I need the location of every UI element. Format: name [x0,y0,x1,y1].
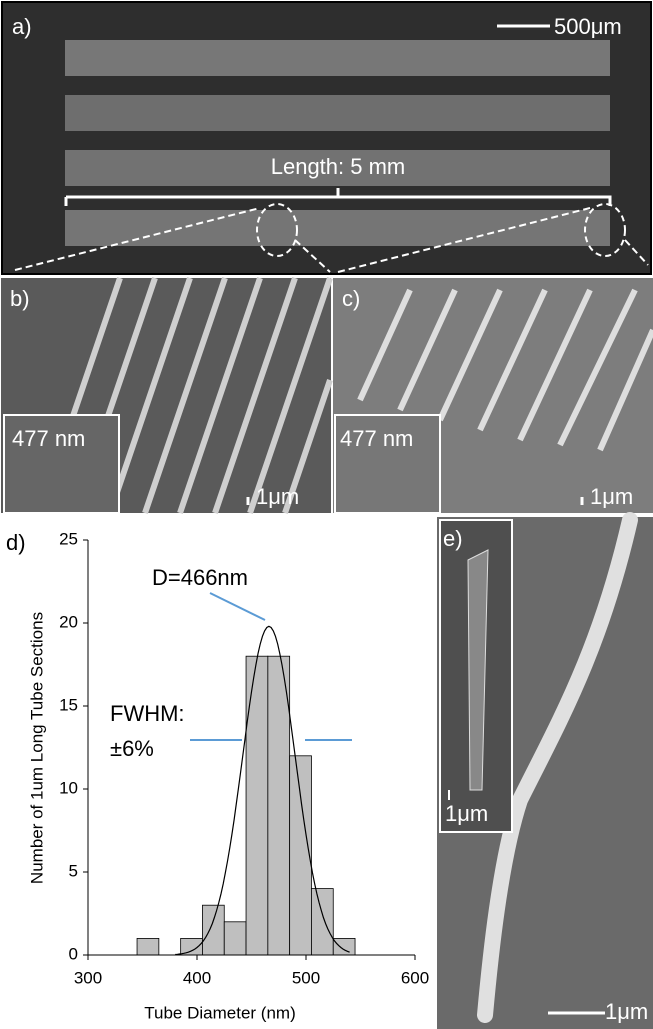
bar [181,938,203,955]
y-tick-label: 15 [59,695,78,714]
bar [333,938,355,955]
bar [246,656,268,955]
scale-label: 1μm [445,801,488,826]
scale-label: 1μm [256,484,299,509]
annotation: ±6% [110,736,154,761]
scale-label: 500μm [554,14,622,39]
y-tick-label: 5 [69,861,78,880]
y-tick-label: 25 [59,529,78,548]
panel-b: b) 477 nm 1μm [1,278,331,513]
figure: a) 500μm Length: 5 mm b) 477 nm 1μm c) 4… [0,0,653,1029]
x-tick-label: 400 [183,968,211,987]
x-tick-label: 300 [74,968,102,987]
inset-label: 477 nm [340,426,413,451]
y-axis-title: Number of 1um Long Tube Sections [27,612,46,884]
y-tick-label: 0 [69,944,78,963]
scale-label: 1μm [590,484,633,509]
panel-c: c) 477 nm 1μm [333,278,653,513]
annotation: Length: 5 mm [271,154,406,179]
panel-label: d) [6,530,26,555]
bar [202,905,224,955]
inset-label: 477 nm [12,426,85,451]
stripe-band [65,95,610,131]
bar [224,922,246,955]
bar [137,938,159,955]
panel-label: b) [10,286,30,311]
bar [290,756,312,955]
panel-label: e) [443,526,463,551]
panel-label: c) [342,286,360,311]
y-tick-label: 20 [59,612,78,631]
bar [268,656,290,955]
bar [311,889,333,955]
x-tick-label: 500 [292,968,320,987]
scale-label: 1μm [605,999,648,1024]
y-tick-label: 10 [59,778,78,797]
annotation: D=466nm [152,565,248,590]
panel-e: e) 1μm 1μm [437,517,653,1029]
panel-a: a) 500μm Length: 5 mm [2,2,651,274]
annotation: FWHM: [110,701,185,726]
stripe-band [65,210,610,246]
panel-label: a) [12,14,32,39]
stripe-band [65,40,610,76]
x-axis-title: Tube Diameter (nm) [144,1003,295,1022]
x-tick-label: 600 [401,968,429,987]
